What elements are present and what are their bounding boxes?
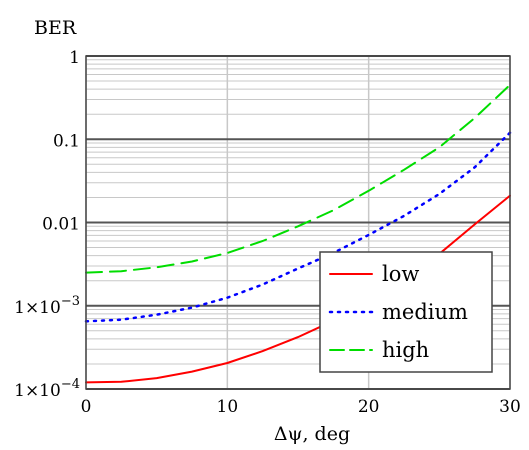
y-axis-label: BER — [34, 17, 77, 39]
series-line-medium — [84, 131, 512, 323]
y-tick-label: 1×10−4 — [14, 377, 80, 401]
x-axis-label: Δψ, deg — [274, 423, 350, 445]
x-tick-label: 20 — [358, 397, 380, 417]
series-line-high — [85, 83, 511, 274]
x-tick-labels: 0 10 20 30 — [81, 397, 521, 417]
x-tick-label: 10 — [217, 397, 239, 417]
y-tick-labels: 1 0.1 0.01 1×10−3 1×10−4 — [14, 48, 80, 401]
legend-label-high: high — [382, 338, 429, 362]
y-tick-label: 0.01 — [42, 215, 80, 235]
legend-label-low: low — [382, 262, 419, 286]
plot-area — [84, 55, 512, 390]
y-tick-label: 1×10−3 — [14, 294, 80, 318]
x-tick-label: 0 — [81, 397, 92, 417]
legend: low medium high — [319, 251, 493, 373]
legend-label-medium: medium — [382, 300, 468, 324]
y-tick-label: 0.1 — [53, 131, 80, 151]
plot-frame — [85, 55, 511, 390]
x-tick-label: 30 — [499, 397, 521, 417]
y-tick-label: 1 — [69, 48, 80, 68]
